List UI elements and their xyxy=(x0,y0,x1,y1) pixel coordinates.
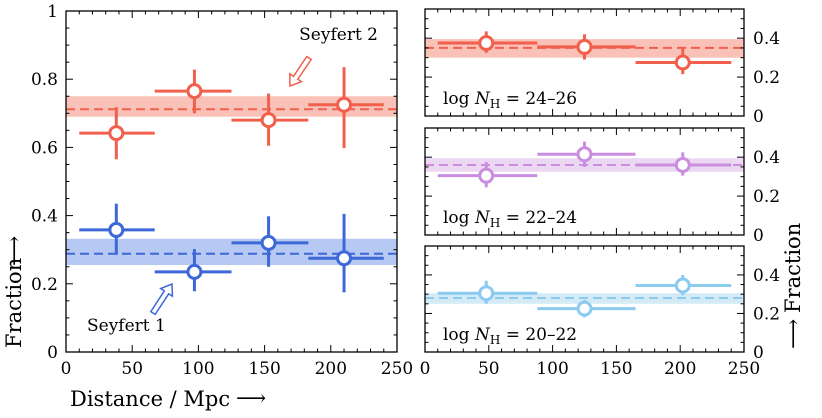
x-tick-label: 250 xyxy=(381,359,413,379)
data-point xyxy=(260,234,277,251)
data-point xyxy=(674,277,691,294)
y-tick-label: 0.2 xyxy=(753,68,780,88)
x-tick-label: 0 xyxy=(61,359,72,379)
right-y-axis-arrow: ⟶ xyxy=(781,319,805,349)
x-tick-label: 200 xyxy=(664,359,696,379)
nh-range-label: log NH = 24–26 xyxy=(443,89,577,111)
data-point xyxy=(336,96,353,113)
nh-range-label: log NH = 22–24 xyxy=(443,208,577,230)
left-y-axis-label: Fraction xyxy=(2,258,26,348)
y-tick-label: 0.6 xyxy=(31,138,58,158)
axes-frame xyxy=(424,8,745,117)
x-tick-label: 150 xyxy=(248,359,280,379)
y-tick-label: 0.4 xyxy=(31,207,58,227)
y-tick-label: 0.2 xyxy=(753,187,780,207)
data-point xyxy=(336,250,353,267)
panel-seyfert-fraction: 0 50 100 150 200 250 0 0.2 0.4 0.6 0.8 1 Seyfert 2 Se… xyxy=(31,2,413,379)
x-axis-label: Distance / Mpc xyxy=(70,387,230,411)
data-point xyxy=(674,156,691,173)
y-tick-label: 0.4 xyxy=(753,29,780,49)
axes-frame xyxy=(424,245,745,353)
x-tick-label: 0 xyxy=(420,359,431,379)
data-point xyxy=(186,263,203,280)
x-tick-label: 250 xyxy=(728,359,760,379)
axes-frame xyxy=(65,10,398,353)
y-tick-label: 0 xyxy=(47,343,58,363)
annotation-seyfert-1: Seyfert 1 xyxy=(87,316,166,336)
y-tick-label: 0 xyxy=(753,107,764,127)
data-point xyxy=(674,54,691,71)
nh-range-label: log NH = 20–22 xyxy=(443,325,577,347)
y-tick-label: 0.8 xyxy=(31,70,58,90)
data-point xyxy=(108,221,125,238)
panel-nh-24-26: 0 0.2 0.4 log NH = 24–26 xyxy=(424,8,780,127)
x-tick-label: 150 xyxy=(600,359,632,379)
y-tick-label: 0 xyxy=(753,343,764,363)
x-tick-label: 100 xyxy=(536,359,568,379)
data-point xyxy=(576,146,593,163)
arrow-seyfert-2 xyxy=(289,55,313,88)
y-tick-label: 0.4 xyxy=(753,266,780,286)
annotation-seyfert-2: Seyfert 2 xyxy=(299,25,378,45)
right-y-axis-label: Fraction xyxy=(781,223,805,313)
x-tick-label: 50 xyxy=(121,359,143,379)
data-point xyxy=(478,167,495,184)
data-point xyxy=(576,300,593,317)
x-tick-label: 200 xyxy=(315,359,347,379)
y-tick-label: 1 xyxy=(47,2,58,22)
data-point xyxy=(478,285,495,302)
data-point xyxy=(478,35,495,52)
confidence-band-0 xyxy=(66,96,397,117)
arrow-seyfert-1 xyxy=(149,282,174,316)
y-tick-label: 0 xyxy=(753,226,764,246)
x-tick-label: 100 xyxy=(182,359,214,379)
data-point xyxy=(260,112,277,129)
y-tick-label: 0.2 xyxy=(31,275,58,295)
data-point xyxy=(186,83,203,100)
panel-nh-22-24: 0 0.2 0.4 log NH = 22–24 xyxy=(424,127,780,246)
left-y-axis-arrow: ⟶ xyxy=(2,236,26,266)
x-axis-arrow: ⟶ xyxy=(236,386,266,410)
y-tick-label: 0.2 xyxy=(753,304,780,324)
y-tick-label: 0.4 xyxy=(753,148,780,168)
data-point xyxy=(576,38,593,55)
data-point xyxy=(108,125,125,142)
axes-frame xyxy=(424,127,745,236)
x-tick-label: 50 xyxy=(478,359,500,379)
